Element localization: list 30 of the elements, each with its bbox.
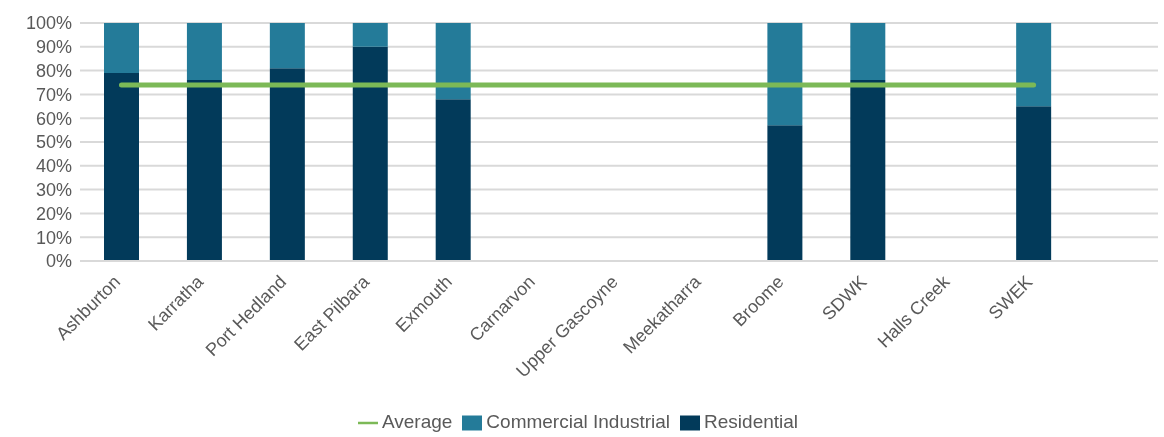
bar [186,23,222,81]
bar [1016,23,1052,107]
y-tick-label: 20% [35,203,72,224]
bar [104,72,139,261]
legend-label: Average [381,411,453,432]
legend-label: Commercial Industrial [486,411,671,432]
y-tick-label: 60% [35,108,72,129]
bar [186,80,222,261]
y-tick-label: 70% [35,84,72,105]
y-tick-label: 50% [35,132,72,153]
y-tick-label: 30% [35,179,72,200]
bar [850,23,886,81]
y-tick-label: 40% [35,156,72,177]
bar [352,46,388,261]
legend-label: Residential [704,411,799,432]
bar [767,125,803,261]
y-tick-label: 10% [35,227,72,248]
bar [435,99,471,261]
bar [850,80,886,261]
bar [352,23,388,47]
bar [269,23,305,69]
bar [435,23,471,100]
y-tick-label: 0% [45,251,72,272]
bar [104,23,139,73]
y-tick-label: 90% [35,37,72,58]
bar [767,23,803,126]
bar [269,68,305,261]
y-tick-label: 100% [25,13,72,34]
y-tick-label: 80% [35,60,72,81]
bar [1016,106,1052,261]
